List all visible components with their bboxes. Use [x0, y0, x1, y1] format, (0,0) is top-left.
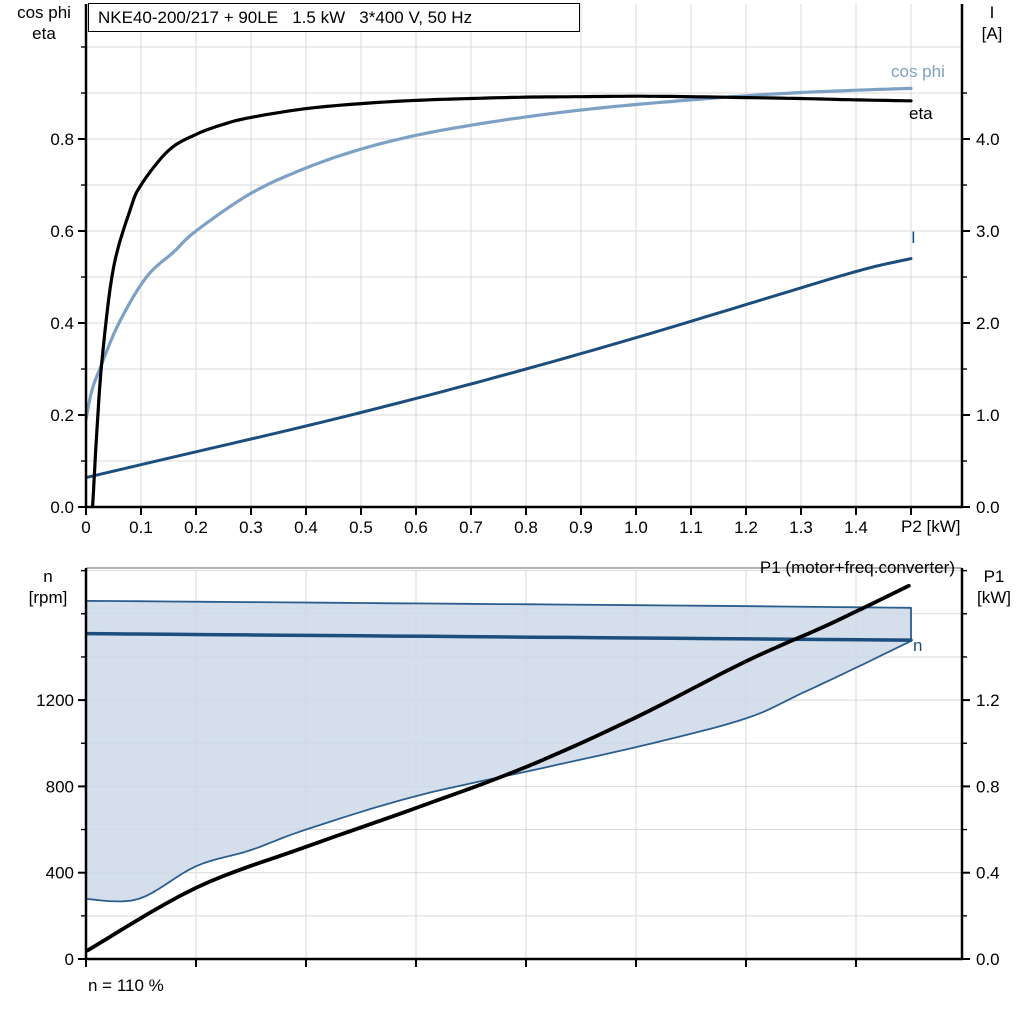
top-right-tick-label: 4.0 [976, 130, 1000, 149]
eta-axis-label: eta [32, 24, 56, 43]
eta-curve [91, 94, 913, 508]
x-axis-unit-label: P2 [kW] [901, 517, 961, 536]
title-box: NKE40-200/217 + 90LE 1.5 kW 3*400 V, 50 … [88, 3, 580, 32]
bottom-chart-axes [84, 568, 964, 961]
bottom-right-tick-label: 1.2 [976, 691, 1000, 710]
current-curve [85, 257, 913, 480]
top-x-tick-label: 1.2 [734, 518, 758, 537]
bottom-chart-ticks: 0 400 800 1200 0.0 0.4 0.8 1.2 [36, 569, 1000, 969]
top-x-tick-label: 1.4 [844, 518, 868, 537]
top-x-tick-label: 1.0 [624, 518, 648, 537]
cos-phi-axis-label: cos phi [17, 3, 71, 22]
top-left-axis-label: cos phi eta [4, 2, 84, 44]
cos-phi-curve [85, 86, 913, 422]
top-right-tick-label: 3.0 [976, 222, 1000, 241]
bottom-left-axis-label: n [rpm] [8, 566, 88, 608]
bottom-left-tick-label: 800 [46, 777, 74, 796]
top-x-tick-label: 0.1 [129, 518, 153, 537]
speed-axis-label: n [43, 567, 53, 586]
top-left-tick-label: 0.0 [50, 498, 74, 517]
n-curve-label: n [913, 636, 923, 655]
p1-curve-label: P1 (motor+freq.converter) [759, 558, 955, 577]
top-left-tick-label: 0.8 [50, 130, 74, 149]
p1-axis-label: P1 [983, 567, 1005, 586]
page-title: NKE40-200/217 + 90LE 1.5 kW 3*400 V, 50 … [98, 8, 473, 27]
bottom-left-tick-label: 400 [46, 864, 74, 883]
top-right-axis-label: I [A] [966, 2, 1018, 44]
bottom-right-tick-label: 0.4 [976, 864, 1000, 883]
top-chart-gridlines [86, 4, 962, 507]
top-x-tick-label: 0.6 [404, 518, 428, 537]
top-left-tick-label: 0.6 [50, 222, 74, 241]
bottom-right-tick-label: 0.0 [976, 950, 1000, 969]
top-x-tick-label: 0.5 [349, 518, 373, 537]
top-right-tick-label: 0.0 [976, 498, 1000, 517]
speed-percentage-annotation: n = 110 % [88, 976, 164, 995]
top-right-tick-label: 1.0 [976, 406, 1000, 425]
top-chart-ticks: 0 0.1 0.2 0.3 0.4 0.5 0.6 0.7 0.8 0.9 1.0 1.1 1.2 1.3… [50, 46, 1000, 537]
kw-unit-label: [kW] [977, 588, 1011, 607]
current-curve-label: I [911, 228, 916, 247]
current-axis-label: I [989, 3, 995, 22]
cos-phi-curve-label: cos phi [891, 62, 945, 81]
bottom-right-tick-label: 0.8 [976, 777, 1000, 796]
p1-curve [85, 583, 911, 953]
bottom-right-axis-label: P1 [kW] [966, 566, 1022, 608]
top-x-tick-label: 0.4 [294, 518, 318, 537]
top-x-tick-label: 1.3 [789, 518, 813, 537]
top-x-tick-label: 0.7 [459, 518, 483, 537]
top-chart-axes [84, 4, 964, 509]
top-left-tick-label: 0.2 [50, 406, 74, 425]
top-x-tick-label: 0.9 [569, 518, 593, 537]
top-chart-curves [85, 86, 913, 508]
top-x-tick-label: 0 [81, 518, 90, 537]
top-x-tick-label: 0.2 [184, 518, 208, 537]
rpm-unit-label: [rpm] [28, 588, 68, 607]
eta-curve-label: eta [909, 104, 933, 123]
ampere-unit-label: [A] [981, 24, 1003, 43]
bottom-left-tick-label: 0 [65, 950, 74, 969]
top-x-tick-label: 1.1 [679, 518, 703, 537]
top-right-tick-label: 2.0 [976, 314, 1000, 333]
bottom-chart-curves [85, 583, 913, 953]
top-x-tick-label: 0.8 [514, 518, 538, 537]
top-left-tick-label: 0.4 [50, 314, 74, 333]
bottom-left-tick-label: 1200 [36, 691, 74, 710]
speed-range-area [85, 600, 912, 903]
top-x-tick-label: 0.3 [239, 518, 263, 537]
speed-range-polygon [85, 600, 912, 903]
